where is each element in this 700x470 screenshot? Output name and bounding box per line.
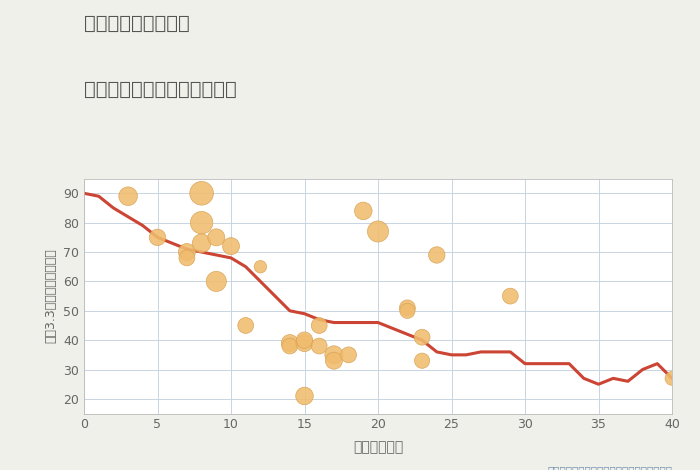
Y-axis label: 坪（3.3㎡）単価（万円）: 坪（3.3㎡）単価（万円）: [45, 249, 57, 344]
Point: [402, 307, 413, 314]
Point: [225, 243, 237, 250]
Point: [328, 357, 339, 365]
Point: [196, 239, 207, 247]
Point: [328, 351, 339, 359]
Point: [284, 339, 295, 347]
Point: [505, 292, 516, 300]
Point: [358, 207, 369, 215]
Text: 築年数別中古マンション価格: 築年数別中古マンション価格: [84, 80, 237, 99]
Point: [343, 351, 354, 359]
Point: [299, 337, 310, 344]
Text: 円の大きさは、取引のあった物件面積を示す: 円の大きさは、取引のあった物件面積を示す: [547, 465, 672, 470]
Point: [299, 339, 310, 347]
Point: [416, 334, 428, 341]
Point: [152, 234, 163, 241]
Point: [211, 278, 222, 285]
Point: [314, 321, 325, 329]
Point: [240, 321, 251, 329]
Point: [372, 227, 384, 235]
X-axis label: 築年数（年）: 築年数（年）: [353, 440, 403, 454]
Point: [416, 357, 428, 365]
Point: [211, 234, 222, 241]
Point: [196, 219, 207, 227]
Point: [181, 254, 193, 262]
Point: [122, 193, 134, 200]
Text: 岐阜県本巣市郡府の: 岐阜県本巣市郡府の: [84, 14, 190, 33]
Point: [255, 263, 266, 271]
Point: [402, 304, 413, 312]
Point: [666, 375, 678, 382]
Point: [299, 392, 310, 399]
Point: [181, 248, 193, 256]
Point: [431, 251, 442, 258]
Point: [196, 189, 207, 197]
Point: [284, 342, 295, 350]
Point: [314, 342, 325, 350]
